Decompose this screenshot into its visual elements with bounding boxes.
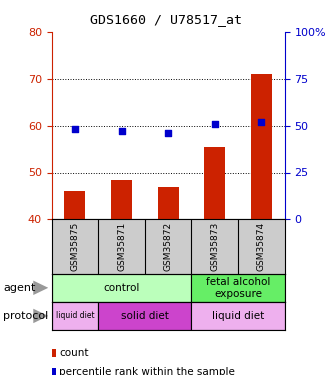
Text: fetal alcohol
exposure: fetal alcohol exposure bbox=[206, 277, 270, 298]
Text: solid diet: solid diet bbox=[121, 311, 169, 321]
Point bbox=[119, 128, 124, 134]
Text: percentile rank within the sample: percentile rank within the sample bbox=[59, 367, 235, 375]
Text: GSM35872: GSM35872 bbox=[164, 222, 173, 271]
Bar bbox=[158, 187, 179, 219]
Bar bbox=[52, 302, 98, 330]
Polygon shape bbox=[33, 309, 48, 323]
Text: GSM35874: GSM35874 bbox=[257, 222, 266, 271]
Text: count: count bbox=[59, 348, 89, 358]
Bar bbox=[111, 180, 132, 219]
Text: control: control bbox=[103, 283, 140, 293]
Text: agent: agent bbox=[3, 283, 36, 293]
Bar bbox=[191, 274, 285, 302]
Bar bbox=[191, 302, 285, 330]
Text: GSM35871: GSM35871 bbox=[117, 222, 126, 271]
Text: GDS1660 / U78517_at: GDS1660 / U78517_at bbox=[91, 13, 242, 26]
Bar bbox=[64, 191, 85, 219]
Text: liquid diet: liquid diet bbox=[212, 311, 264, 321]
Text: protocol: protocol bbox=[3, 311, 49, 321]
Text: liquid diet: liquid diet bbox=[56, 311, 94, 320]
Bar bbox=[251, 74, 272, 219]
Point bbox=[166, 130, 171, 136]
Point bbox=[212, 121, 217, 127]
Point bbox=[259, 119, 264, 125]
Text: GSM35873: GSM35873 bbox=[210, 222, 219, 271]
Bar bbox=[52, 274, 191, 302]
Point bbox=[72, 126, 78, 132]
Polygon shape bbox=[33, 280, 48, 295]
Text: GSM35875: GSM35875 bbox=[70, 222, 80, 271]
Bar bbox=[204, 147, 225, 219]
Bar bbox=[98, 302, 191, 330]
